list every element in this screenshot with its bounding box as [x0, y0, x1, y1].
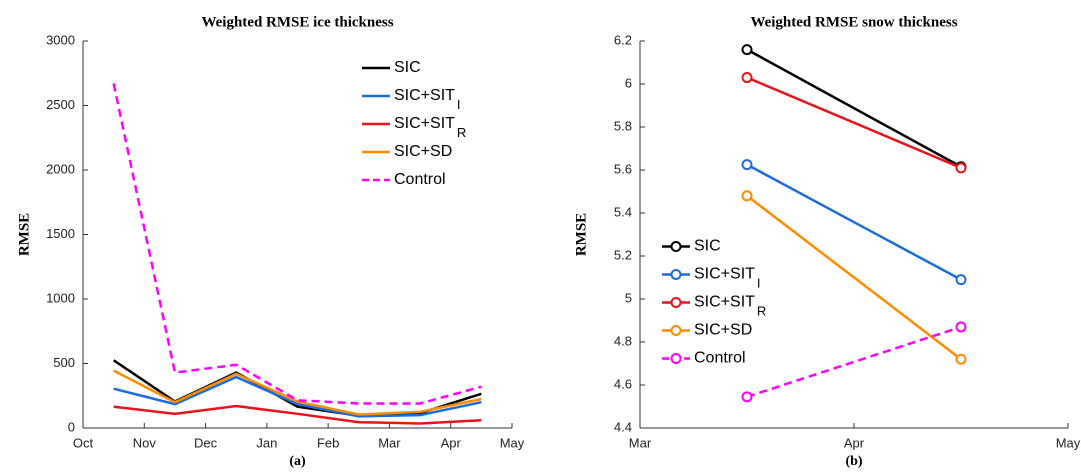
- legend-name: SIC+SIT: [694, 266, 755, 283]
- legend-subscript: R: [757, 304, 766, 319]
- legend-name: SIC+SIT: [394, 87, 455, 104]
- point: [741, 72, 753, 84]
- legend-marker: [670, 269, 682, 280]
- legend-label: SIC: [694, 238, 721, 255]
- legend-name: SIC+SD: [394, 143, 452, 160]
- y-tick-label: 2000: [46, 161, 75, 176]
- point: [741, 159, 753, 171]
- y-tick-label: 6: [625, 75, 632, 90]
- legend-subscript: R: [457, 125, 466, 140]
- legend-name: SIC+SD: [694, 322, 752, 339]
- legend-label: SIC: [394, 59, 421, 76]
- series-line: [746, 76, 962, 170]
- legend-marker: [670, 353, 682, 364]
- legend-name: SIC: [394, 59, 421, 76]
- legend-subscript: I: [757, 276, 761, 291]
- legend-label: SIC+SITR: [394, 115, 466, 140]
- legend-name: SIC: [694, 238, 721, 255]
- legend-label: Control: [394, 171, 446, 188]
- series-line: [746, 48, 962, 168]
- series-line: [113, 404, 482, 425]
- legend-marker: [670, 297, 682, 308]
- legend-label: SIC+SD: [394, 143, 452, 160]
- legend-label: SIC+SITI: [394, 87, 461, 112]
- legend-marker: [670, 241, 682, 252]
- point: [955, 321, 967, 333]
- legend-label: Control: [694, 350, 746, 367]
- x-tick-label: Oct: [73, 435, 94, 450]
- y-tick-label: 5: [625, 290, 632, 305]
- y-tick-label: 2500: [46, 97, 75, 112]
- point: [955, 353, 967, 365]
- legend-name: SIC+SIT: [394, 115, 455, 132]
- y-tick-label: 4.6: [614, 376, 632, 391]
- y-tick-label: 5.2: [614, 247, 632, 262]
- legend-name: Control: [394, 171, 446, 188]
- series-line: [746, 163, 962, 281]
- y-tick-label: 0: [68, 419, 75, 434]
- x-tick-label: May: [500, 435, 525, 450]
- legend-marker: [670, 325, 682, 336]
- y-tick-label: 5.4: [614, 204, 632, 219]
- legend-label: SIC+SD: [694, 322, 752, 339]
- y-tick-label: 500: [53, 355, 75, 370]
- legend-subscript: I: [457, 97, 461, 112]
- y-tick-label: 3000: [46, 32, 75, 47]
- point: [955, 274, 967, 286]
- x-tick-label: May: [1056, 435, 1081, 450]
- legend-name: SIC+SIT: [694, 294, 755, 311]
- caption: (b): [845, 454, 862, 469]
- caption: (a): [289, 454, 306, 469]
- x-tick-label: Feb: [317, 435, 339, 450]
- chart-title: Weighted RMSE snow thickness: [750, 14, 957, 30]
- series-line: [113, 369, 482, 416]
- y-tick-label: 6.2: [614, 32, 632, 47]
- chart-title: Weighted RMSE ice thickness: [201, 14, 393, 30]
- series-line: [112, 359, 482, 417]
- y-tick-label: 1500: [46, 226, 75, 241]
- x-tick-label: Apr: [441, 435, 462, 450]
- series-line: [112, 83, 482, 405]
- x-tick-label: Jan: [256, 435, 277, 450]
- x-tick-label: Mar: [378, 435, 401, 450]
- legend-label: SIC+SITI: [694, 266, 761, 291]
- legend-label: SIC+SITR: [694, 294, 766, 319]
- point: [741, 391, 753, 403]
- y-tick-label: 5.8: [614, 118, 632, 133]
- y-tick-label: 5.6: [614, 161, 632, 176]
- y-axis-label: RMSE: [573, 213, 589, 256]
- point: [741, 190, 753, 202]
- x-tick-label: Apr: [844, 435, 865, 450]
- x-tick-label: Mar: [629, 435, 652, 450]
- series-line: [746, 325, 962, 399]
- x-tick-label: Dec: [194, 435, 218, 450]
- series-line: [746, 194, 962, 361]
- y-axis-label: RMSE: [16, 213, 32, 256]
- legend-name: Control: [694, 350, 746, 367]
- y-tick-label: 1000: [46, 290, 75, 305]
- y-tick-label: 4.4: [614, 419, 632, 434]
- series-line: [113, 375, 482, 418]
- point: [955, 162, 967, 174]
- point: [741, 44, 753, 56]
- x-tick-label: Nov: [133, 435, 157, 450]
- y-tick-label: 4.8: [614, 333, 632, 348]
